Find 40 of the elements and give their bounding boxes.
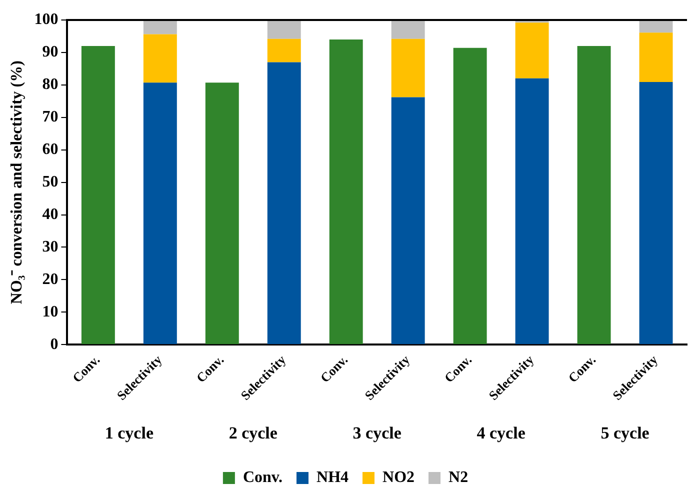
bar: [267, 62, 301, 344]
y-tick-label: 20: [42, 270, 58, 288]
bar: [143, 82, 177, 344]
y-tick-label: 50: [42, 173, 58, 190]
y-tick-label: 100: [34, 11, 58, 28]
text: 2 cycle: [228, 423, 278, 442]
text: 5 cycle: [600, 423, 650, 442]
bar: [453, 48, 487, 344]
bar: [205, 82, 239, 344]
bar: [391, 38, 425, 98]
bar: [577, 46, 611, 344]
text: 4 cycle: [476, 423, 526, 442]
legend-label: NO2: [382, 469, 415, 486]
bar: [267, 38, 301, 62]
y-tick-label: 0: [50, 336, 58, 353]
text: 1 cycle: [104, 423, 154, 442]
bar: [391, 97, 425, 344]
bar: [81, 46, 115, 344]
bar: [267, 20, 301, 39]
y-tick-label: 10: [42, 303, 58, 320]
bar: [329, 39, 363, 344]
bar: [639, 82, 673, 344]
bar: [639, 20, 673, 33]
y-tick-label: 40: [42, 206, 58, 223]
legend-label: NH4: [316, 469, 349, 486]
bar: [639, 32, 673, 82]
bar: [515, 22, 549, 78]
bar: [143, 20, 177, 34]
legend-label: Conv.: [242, 469, 283, 486]
y-axis-title: NO₃⁻ conversion and selectivity (%): [8, 60, 26, 304]
y-tick-label: 70: [42, 108, 58, 126]
y-tick-label: 30: [42, 238, 58, 256]
bar: [391, 20, 425, 39]
y-tick-label: 90: [42, 44, 58, 61]
bar: [515, 78, 549, 344]
y-tick-label: 60: [42, 140, 58, 158]
y-tick-label: 80: [42, 76, 58, 94]
legend-label: N2: [448, 469, 468, 486]
text: 3 cycle: [352, 423, 402, 442]
bar: [143, 34, 177, 83]
